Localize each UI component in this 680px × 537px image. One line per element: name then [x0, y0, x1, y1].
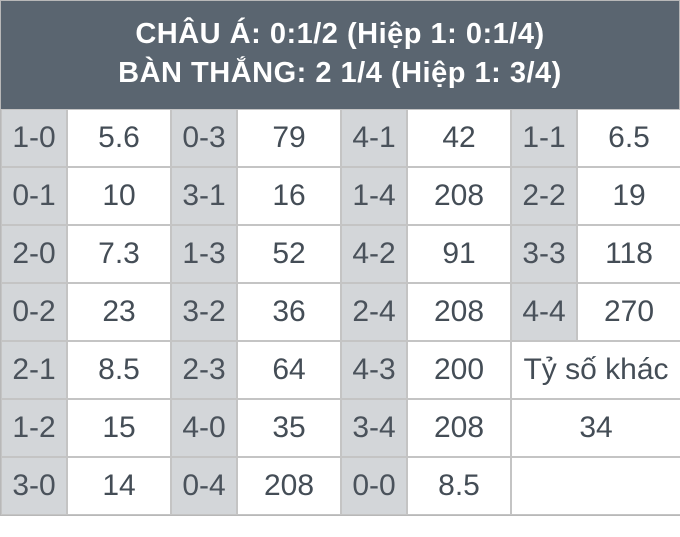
odds-cell [511, 457, 680, 515]
odds-cell: 7.3 [67, 225, 171, 283]
odds-cell: 200 [407, 341, 511, 399]
table-header: CHÂU Á: 0:1/2 (Hiệp 1: 0:1/4) BÀN THẮNG:… [1, 1, 679, 109]
score-cell: 4-3 [341, 341, 407, 399]
score-cell: 0-4 [171, 457, 237, 515]
odds-cell: 8.5 [67, 341, 171, 399]
odds-cell: 42 [407, 109, 511, 167]
score-cell: 4-2 [341, 225, 407, 283]
score-cell: 0-0 [341, 457, 407, 515]
score-cell: 2-2 [511, 167, 577, 225]
odds-cell: 208 [407, 399, 511, 457]
score-cell: 4-1 [341, 109, 407, 167]
odds-cell: 208 [237, 457, 341, 515]
score-cell: 1-1 [511, 109, 577, 167]
odds-grid: 1-05.60-3794-1421-16.50-1103-1161-42082-… [1, 109, 679, 515]
header-line-1: CHÂU Á: 0:1/2 (Hiệp 1: 0:1/4) [9, 15, 671, 54]
odds-cell: 10 [67, 167, 171, 225]
score-cell: 1-2 [1, 399, 67, 457]
score-cell: 3-0 [1, 457, 67, 515]
odds-cell: 34 [511, 399, 680, 457]
score-cell: 0-1 [1, 167, 67, 225]
odds-cell: 19 [577, 167, 680, 225]
odds-cell: 16 [237, 167, 341, 225]
odds-cell: 64 [237, 341, 341, 399]
odds-cell: 23 [67, 283, 171, 341]
odds-cell: 79 [237, 109, 341, 167]
score-cell: 3-4 [341, 399, 407, 457]
odds-cell: 208 [407, 167, 511, 225]
score-cell: 2-0 [1, 225, 67, 283]
score-cell: 1-4 [341, 167, 407, 225]
odds-cell: 270 [577, 283, 680, 341]
score-cell: 1-0 [1, 109, 67, 167]
odds-cell: 35 [237, 399, 341, 457]
score-cell: 3-1 [171, 167, 237, 225]
odds-cell: 91 [407, 225, 511, 283]
odds-cell: Tỷ số khác [511, 341, 680, 399]
odds-cell: 36 [237, 283, 341, 341]
odds-cell: 14 [67, 457, 171, 515]
score-cell: 3-2 [171, 283, 237, 341]
score-cell: 0-2 [1, 283, 67, 341]
odds-cell: 118 [577, 225, 680, 283]
odds-table-container: CHÂU Á: 0:1/2 (Hiệp 1: 0:1/4) BÀN THẮNG:… [0, 0, 680, 516]
score-cell: 0-3 [171, 109, 237, 167]
score-cell: 4-0 [171, 399, 237, 457]
odds-cell: 8.5 [407, 457, 511, 515]
score-cell: 2-4 [341, 283, 407, 341]
odds-cell: 5.6 [67, 109, 171, 167]
score-cell: 2-3 [171, 341, 237, 399]
odds-cell: 208 [407, 283, 511, 341]
score-cell: 4-4 [511, 283, 577, 341]
score-cell: 2-1 [1, 341, 67, 399]
header-line-2: BÀN THẮNG: 2 1/4 (Hiệp 1: 3/4) [9, 54, 671, 93]
odds-cell: 6.5 [577, 109, 680, 167]
odds-cell: 15 [67, 399, 171, 457]
score-cell: 1-3 [171, 225, 237, 283]
score-cell: 3-3 [511, 225, 577, 283]
odds-cell: 52 [237, 225, 341, 283]
